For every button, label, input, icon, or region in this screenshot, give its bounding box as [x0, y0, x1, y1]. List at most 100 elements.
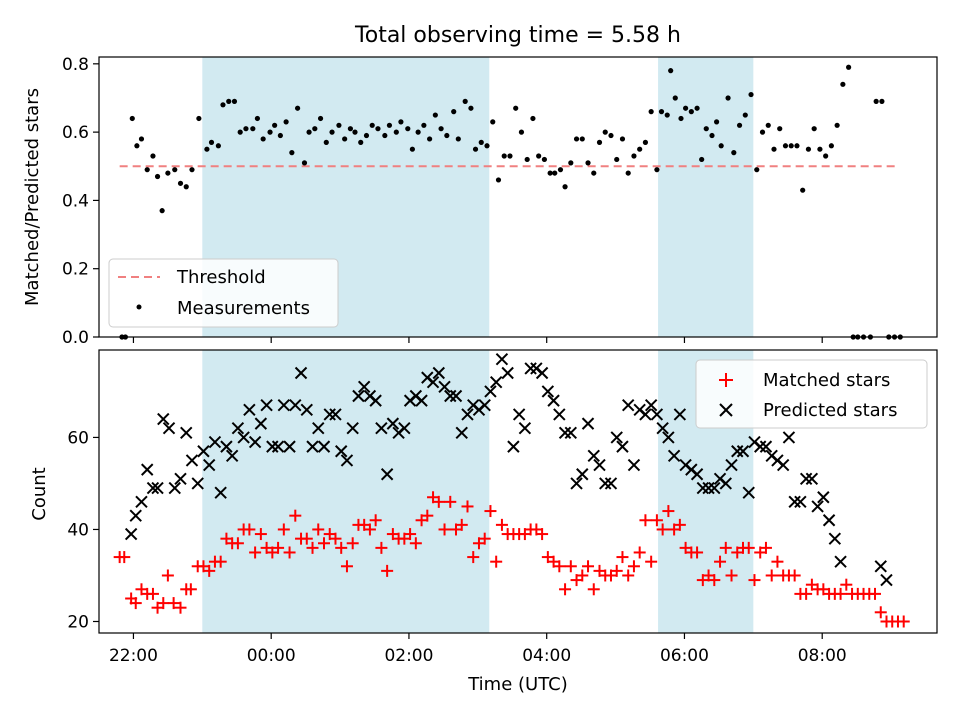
measurement-point: [637, 146, 643, 152]
matched-points-layer: [113, 491, 910, 628]
predicted-star-point: [323, 408, 336, 421]
measurement-point: [759, 129, 766, 135]
predicted-star-point: [449, 389, 463, 403]
predicted-star-point: [754, 440, 767, 453]
count-x-ticks: 22:00 00:00 02:00 04:00 06:00 08:00: [109, 633, 847, 666]
measurement-point: [557, 167, 564, 173]
measurement-point: [369, 122, 375, 128]
legend-predicted-label: Predicted stars: [763, 400, 897, 421]
predicted-star-point: [719, 477, 732, 490]
measurement-point: [846, 64, 852, 70]
measurement-point: [834, 122, 840, 128]
observing-window-shade: [658, 57, 754, 337]
matched-star-point: [432, 495, 445, 508]
measurement-point: [177, 180, 184, 186]
measurement-point: [243, 126, 249, 132]
measurement-point: [129, 115, 135, 122]
predicted-star-point: [478, 399, 491, 412]
predicted-star-point: [369, 394, 382, 407]
measurement-point: [451, 109, 457, 115]
measurement-point: [507, 153, 513, 159]
measurement-point: [204, 146, 210, 152]
matched-star-point: [157, 597, 170, 610]
predicted-star-point: [587, 449, 600, 463]
matched-star-point: [495, 518, 508, 531]
legend-matched-label: Matched stars: [763, 370, 890, 391]
matched-star-point: [840, 578, 853, 591]
predicted-star-point: [828, 532, 842, 545]
matched-star-point: [174, 601, 187, 614]
measurement-point: [386, 122, 393, 128]
y-tick-label: 0.2: [62, 260, 89, 280]
predicted-star-point: [168, 481, 181, 495]
measurement-point: [352, 129, 358, 135]
measurement-point: [226, 98, 232, 104]
ratio-panel: 0.00.20.40.60.8 Matched/Predicted stars …: [22, 55, 938, 348]
matched-star-point: [484, 505, 497, 518]
matched-star-point: [369, 514, 382, 527]
matched-star-point: [627, 560, 640, 573]
predicted-star-point: [874, 560, 887, 573]
measurement-point: [398, 119, 404, 125]
measurement-point: [591, 170, 597, 176]
predicted-star-point: [731, 445, 744, 458]
predicted-star-point: [220, 440, 233, 453]
ratio-x-ticks: [132, 337, 823, 343]
measurement-point: [382, 132, 388, 139]
x-tick-label: 00:00: [247, 646, 296, 666]
predicted-star-point: [512, 408, 526, 421]
matched-star-point: [771, 555, 784, 568]
predicted-star-point: [817, 491, 830, 504]
matched-star-point: [564, 560, 577, 573]
measurement-point: [409, 146, 415, 152]
measurement-point: [873, 98, 879, 104]
measurement-point: [301, 160, 308, 166]
matched-star-point: [650, 514, 663, 527]
matched-star-point: [329, 532, 342, 545]
matched-star-point: [214, 555, 227, 568]
measurement-point: [220, 102, 226, 108]
measurement-point: [596, 139, 603, 145]
predicted-star-point: [461, 408, 474, 421]
predicted-star-point: [535, 366, 549, 380]
measurement-point: [585, 160, 591, 166]
predicted-star-point: [880, 573, 893, 587]
matched-star-point: [381, 564, 394, 577]
matched-star-point: [645, 555, 658, 568]
predicted-star-point: [604, 477, 618, 490]
measurement-point: [294, 105, 301, 111]
predicted-star-point: [507, 440, 520, 453]
predicted-star-point: [576, 468, 589, 481]
measurement-point: [725, 95, 731, 101]
measurement-point: [306, 129, 312, 135]
measurement-point: [183, 184, 189, 190]
measurement-point: [154, 173, 161, 180]
matched-star-point: [622, 569, 635, 582]
legend-threshold-label: Threshold: [176, 267, 266, 288]
predicted-star-point: [124, 527, 138, 541]
predicted-star-point: [564, 426, 578, 440]
measurement-point: [668, 68, 674, 74]
measurement-point: [614, 156, 620, 163]
count-panel-frame: [98, 349, 938, 634]
matched-star-point: [869, 587, 882, 600]
predicted-star-point: [834, 555, 847, 568]
predicted-star-point: [782, 431, 796, 444]
observing-window-shade: [202, 350, 490, 633]
matched-star-point: [363, 523, 376, 536]
measurement-point: [159, 208, 165, 214]
measurement-point: [513, 105, 519, 111]
measurement-point: [283, 119, 289, 125]
measurement-point: [748, 91, 754, 98]
matched-star-point: [461, 500, 474, 513]
measurement-point: [703, 126, 709, 132]
predicted-star-point: [174, 472, 187, 486]
measurement-point: [393, 129, 399, 135]
measurement-point: [277, 132, 283, 139]
y-tick-label: 20: [67, 612, 89, 632]
matched-star-point: [161, 569, 174, 582]
measurement-point: [664, 112, 670, 118]
predicted-star-point: [639, 408, 652, 421]
predicted-star-point: [599, 477, 612, 490]
predicted-star-point: [346, 422, 359, 435]
